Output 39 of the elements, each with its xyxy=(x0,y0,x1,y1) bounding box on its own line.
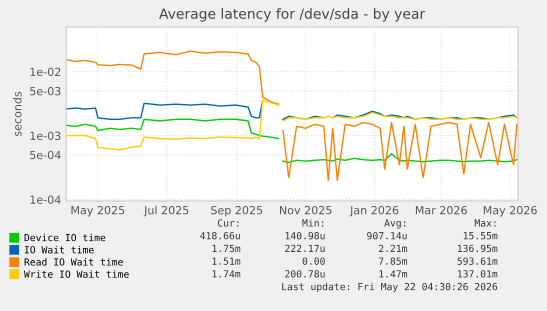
legend-label: IO Wait time xyxy=(24,246,94,254)
x-tick-label: May 2026 xyxy=(484,206,537,217)
text: 200.78u xyxy=(285,270,325,278)
y-axis-title: seconds xyxy=(12,92,22,136)
text: Cur: xyxy=(218,219,238,227)
text: 1.74m xyxy=(212,270,240,278)
text: Last update: Fri May 22 04:30:26 2026 xyxy=(282,282,498,292)
y-tick-label: 1e-03 xyxy=(30,132,60,140)
legend-label: Device IO time xyxy=(24,234,106,242)
text: 140.98u xyxy=(286,232,325,240)
text: 1.47m xyxy=(379,270,408,278)
text: Max: xyxy=(474,219,496,227)
text: Min: xyxy=(302,219,324,227)
text: 222.17u xyxy=(285,244,325,252)
legend-label: Write IO Wait time xyxy=(24,270,129,278)
x-tick-label: Jul 2025 xyxy=(144,206,188,216)
text: 418.66u xyxy=(200,232,240,240)
text: 1.75m xyxy=(212,244,240,252)
x-tick-label: Sep 2025 xyxy=(211,206,262,217)
text: 593.61m xyxy=(457,257,498,265)
x-tick-label: May 2025 xyxy=(72,206,124,217)
text: 2.21m xyxy=(378,244,408,252)
y-tick-label: 1e-02 xyxy=(30,68,60,76)
legend-label: Read IO Wait time xyxy=(24,258,123,266)
text: 136.95m xyxy=(458,244,498,252)
x-tick-label: Mar 2026 xyxy=(416,206,467,214)
text: 907.14u xyxy=(367,232,407,240)
text: 7.85m xyxy=(378,257,408,265)
y-tick-label: 1e-04 xyxy=(30,195,61,204)
y-tick-label: 5e-04 xyxy=(30,150,61,160)
text: 0.00 xyxy=(302,257,325,265)
y-tick-label: 5e-03 xyxy=(30,86,60,96)
text: 1.51m xyxy=(212,258,240,265)
text: Avg: xyxy=(384,219,406,229)
x-tick-label: Nov 2025 xyxy=(280,206,332,214)
x-tick-label: Jan 2026 xyxy=(350,206,398,216)
text: 137.01m xyxy=(458,270,498,278)
text: 15.55m xyxy=(464,232,498,240)
chart-title: Average latency for /dev/sda - by year xyxy=(159,8,426,22)
